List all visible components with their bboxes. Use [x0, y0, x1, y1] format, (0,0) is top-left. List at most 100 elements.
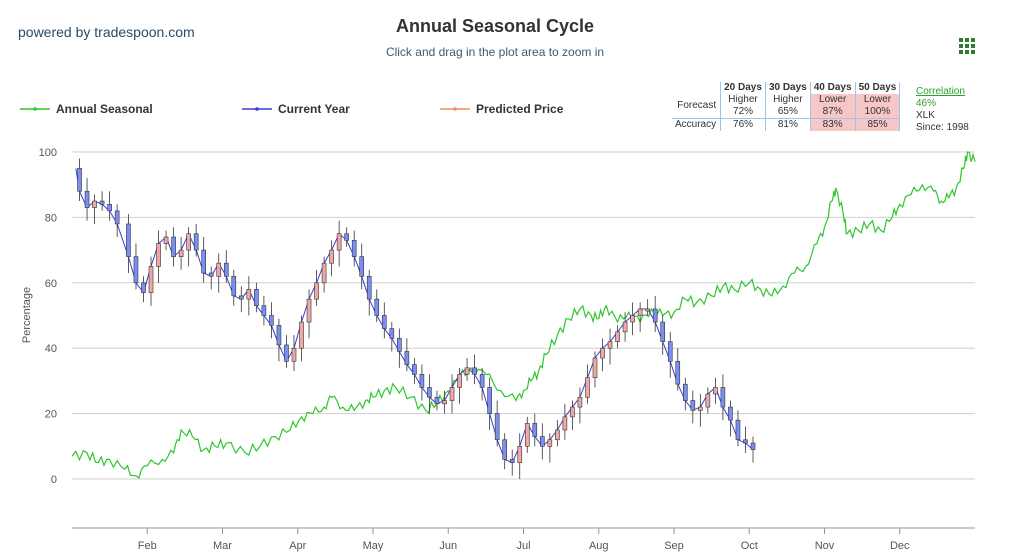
candle-body [351, 239, 357, 257]
candle-body [713, 387, 718, 395]
candle-body [630, 315, 635, 323]
legend-predicted-label: Predicted Price [476, 102, 564, 116]
candle-body [577, 396, 583, 408]
legend-annual-seasonal[interactable]: Annual Seasonal [20, 102, 153, 116]
chart-menu-grid-icon[interactable] [959, 38, 975, 54]
candle-body [133, 256, 139, 284]
annual-seasonal-line [71, 151, 976, 480]
x-tick-label: Feb [138, 540, 157, 552]
candle-body [114, 210, 120, 225]
candle-body [84, 190, 90, 208]
x-tick-label: Aug [589, 540, 609, 552]
candle-body [419, 374, 425, 388]
candle-body [321, 262, 327, 284]
chart-subtitle: Click and drag in the plot area to zoom … [385, 45, 605, 59]
candle-body [299, 321, 304, 349]
legend-current-line-icon [242, 107, 272, 111]
candle-body [329, 249, 334, 264]
candle-body [562, 416, 568, 431]
candle-body [479, 374, 485, 388]
candle-body [449, 387, 455, 401]
candle-body [163, 236, 169, 244]
candle-body [291, 347, 297, 362]
candle-body [107, 204, 112, 212]
forecast-dir-50: Lower [854, 94, 901, 106]
candle-body [92, 200, 97, 208]
correlation-link[interactable]: Correlation [916, 86, 965, 97]
y-axis-label: Percentage [21, 287, 33, 343]
forecast-dir-40: Lower [809, 94, 856, 106]
candle-body [193, 233, 199, 251]
candle-body [284, 344, 289, 362]
candle-body [141, 282, 146, 293]
candle-body [464, 367, 470, 375]
candle-body [231, 275, 237, 297]
correlation-value: 46% [916, 98, 937, 109]
legend-predicted-price[interactable]: Predicted Price [440, 102, 563, 116]
correlation-ticker: XLK [916, 110, 935, 121]
candle-body [434, 396, 440, 405]
accuracy-50: 85% [854, 118, 901, 131]
candle-body [547, 439, 553, 447]
candle-body [254, 289, 259, 306]
candle-body [592, 357, 598, 378]
candle-body [675, 360, 681, 385]
candle-body [269, 315, 274, 326]
accuracy-row-label: Accuracy [672, 118, 721, 131]
legend-current-year[interactable]: Current Year [242, 102, 350, 116]
chart-title: Annual Seasonal Cycle [395, 16, 595, 36]
candle-body [126, 223, 131, 257]
x-tick-label: Dec [890, 540, 910, 552]
candle-body [494, 413, 500, 441]
candle-body [600, 347, 605, 359]
candle-body [156, 243, 161, 267]
candle-body [517, 445, 523, 463]
candle-body [705, 393, 711, 408]
candle-body [374, 298, 380, 316]
candle-body [314, 282, 319, 300]
x-tick-label: Mar [213, 540, 232, 552]
candle-body [502, 439, 507, 460]
candle-body [389, 328, 395, 339]
x-tick-label: Apr [289, 540, 306, 552]
candle-body [336, 233, 342, 251]
candle-body [208, 272, 214, 277]
y-tick-label: 20 [45, 409, 57, 421]
y-tick-label: 100 [39, 147, 57, 159]
candle-body [171, 236, 176, 257]
candle-body [201, 249, 206, 274]
candle-body [427, 387, 432, 398]
candle-body [344, 233, 349, 241]
candle-body [216, 262, 222, 277]
x-tick-label: Jun [439, 540, 457, 552]
x-tick-label: Nov [815, 540, 835, 552]
candle-body [585, 377, 590, 398]
candle-body [442, 400, 447, 405]
legend-annual-label: Annual Seasonal [56, 102, 153, 116]
candle-body [540, 436, 545, 447]
correlation-since: Since: 1998 [916, 122, 969, 133]
forecast-pct-40: 87% [809, 106, 856, 119]
candle-body [223, 262, 229, 277]
candle-body [487, 387, 492, 414]
x-tick-label: Jul [516, 540, 530, 552]
candle-body [622, 321, 628, 333]
y-tick-label: 0 [51, 474, 57, 486]
candle-body [77, 168, 82, 192]
candle-body [509, 459, 515, 463]
candle-body [698, 406, 703, 411]
candle-body [555, 429, 560, 441]
candle-body [660, 321, 666, 342]
current-year-line [75, 168, 754, 464]
candle-body [178, 249, 184, 257]
candle-body [637, 308, 643, 316]
forecast-row-label: Forecast [677, 100, 717, 111]
accuracy-40: 83% [809, 118, 856, 131]
candle-body [457, 374, 462, 388]
forecast-stats-table: 20 Days 30 Days 40 Days 50 Days Forecast… [672, 82, 901, 131]
candle-body [404, 351, 410, 365]
candle-body [532, 423, 538, 437]
brand-link[interactable]: powered by tradespoon.com [18, 24, 195, 40]
chart-legend: Annual Seasonal Current Year Predicted P… [20, 102, 670, 122]
